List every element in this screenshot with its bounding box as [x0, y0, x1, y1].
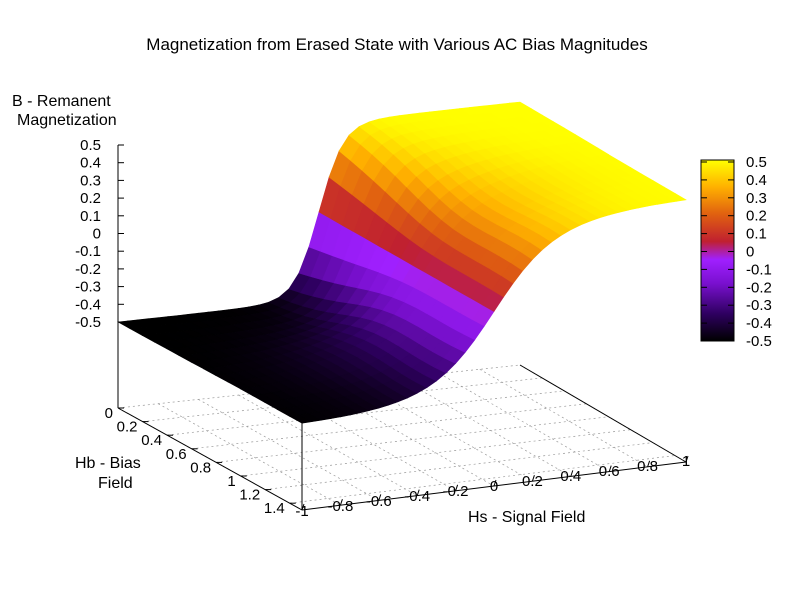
- colorbar-tick-label: 0.5: [746, 154, 767, 171]
- z-tick-label: 0.5: [80, 137, 101, 154]
- x-tick-mark: [608, 465, 612, 472]
- colorbar-tick-label: 0.4: [746, 172, 767, 189]
- y-tick-label: 1.2: [239, 487, 260, 504]
- y-axis-ticks: 00.20.40.60.8 11.21.4: [105, 405, 296, 517]
- grid-line-y: [265, 442, 653, 490]
- y-tick-label: 1: [227, 473, 235, 490]
- colorbar-tick-label: -0.3: [746, 297, 772, 314]
- z-axis-label-line2: Magnetization: [17, 112, 117, 129]
- y-tick-label: 0.2: [117, 419, 138, 436]
- z-tick-label: 0.4: [80, 155, 101, 172]
- x-tick-mark: [570, 470, 574, 477]
- x-axis-ticks: -1 -0.8 -0.6 -0.4 -0.2 0 0.2 0.4 0.6 0.8 1: [295, 453, 690, 520]
- z-axis-ticks: 0.50.40.30.20.10-0.1-0.2-0.3-0.4-0.5: [75, 137, 124, 331]
- colorbar: [700, 159, 735, 342]
- grid-line-y: [191, 403, 587, 450]
- grid-line-x: [318, 386, 495, 487]
- z-tick-label: 0.1: [80, 208, 101, 225]
- y-tick-label: 0.6: [166, 446, 187, 463]
- x-tick-mark: [301, 503, 305, 511]
- x-tick-mark: [339, 499, 343, 506]
- chart-title: Magnetization from Erased State with Var…: [146, 35, 647, 54]
- z-tick-label: -0.3: [75, 279, 101, 296]
- x-tick-label: -0.4: [404, 488, 430, 505]
- back-floor-edge: [519, 364, 687, 463]
- colorbar-ticks: 0.50.40.30.20.10-0.1-0.2-0.3-0.4-0.5: [701, 154, 772, 350]
- colorbar-tick-label: 0.3: [746, 190, 767, 207]
- x-tick-mark: [647, 460, 651, 467]
- grid-line-x: [238, 394, 418, 496]
- y-tick-label: 1.4: [264, 500, 285, 517]
- x-tick-label: -0.2: [443, 483, 469, 500]
- x-tick-label: 0.8: [637, 458, 658, 475]
- colorbar-tick-label: -0.4: [746, 315, 772, 332]
- grid-line-x: [359, 381, 533, 482]
- z-tick-label: -0.2: [75, 261, 101, 278]
- x-tick-mark: [416, 489, 420, 496]
- colorbar-tick-label: -0.1: [746, 261, 772, 278]
- z-tick-label: 0: [93, 226, 101, 243]
- x-tick-mark: [378, 494, 382, 501]
- grid-line-y: [167, 390, 565, 436]
- x-tick-mark: [455, 484, 459, 491]
- z-tick-label: 0.2: [80, 190, 101, 207]
- x-tick-mark: [685, 455, 689, 463]
- x-tick-mark: [493, 479, 497, 487]
- colorbar-tick-label: 0: [746, 244, 754, 261]
- colorbar-tick-label: -0.2: [746, 279, 772, 296]
- grid-line-x: [439, 373, 610, 472]
- grid-line-x: [479, 368, 648, 468]
- z-tick-label: -0.1: [75, 243, 101, 260]
- y-tick-label: 0: [105, 405, 113, 422]
- y-axis-line: [117, 407, 303, 511]
- surface-mesh: [117, 101, 687, 424]
- x-tick-label: 0.6: [599, 463, 620, 480]
- y-axis-label-line1: Hb - Bias: [75, 455, 141, 472]
- grid-line-y: [240, 429, 631, 477]
- x-tick-label: 0.2: [522, 473, 543, 490]
- surface-patch: [664, 192, 687, 202]
- x-axis-label: Hs - Signal Field: [468, 509, 585, 526]
- x-tick-label: -0.8: [327, 498, 353, 515]
- x-tick-mark: [531, 475, 535, 482]
- grid-line-y: [117, 364, 521, 409]
- x-tick-label: 0.4: [560, 468, 581, 485]
- grid-line-x: [278, 390, 456, 492]
- colorbar-tick-label: 0.1: [746, 226, 767, 243]
- y-axis-label-line2: Field: [98, 475, 133, 492]
- x-tick-label: -1: [295, 503, 308, 520]
- grid-line-y: [216, 416, 609, 463]
- x-tick-label: -0.6: [366, 493, 392, 510]
- z-tick-label: -0.4: [75, 296, 101, 313]
- y-tick-label: 0.8: [190, 459, 211, 476]
- x-tick-label: 1: [682, 453, 690, 470]
- z-tick-label: 0.3: [80, 172, 101, 189]
- x-tick-label: 0: [490, 478, 498, 495]
- colorbar-tick-label: 0.2: [746, 208, 767, 225]
- colorbar-tick-label: -0.5: [746, 333, 772, 350]
- z-tick-label: -0.5: [75, 314, 101, 331]
- y-tick-label: 0.4: [141, 432, 162, 449]
- z-axis-label-line1: B - Remanent: [12, 93, 111, 110]
